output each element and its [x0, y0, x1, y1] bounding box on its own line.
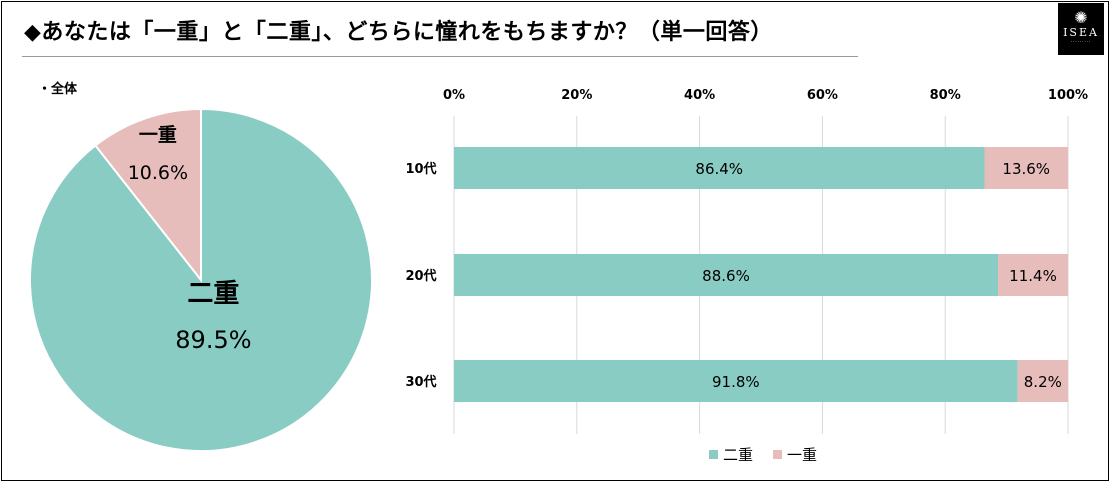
pie-slice — [94, 107, 202, 283]
x-tick-label: 60% — [807, 88, 838, 103]
pie-slice-label: 一重 — [139, 124, 177, 146]
title-underline — [22, 56, 858, 57]
legend-label: 一重 — [787, 446, 817, 464]
logo-subtext: ········· — [1070, 39, 1092, 44]
legend-label: 二重 — [723, 446, 753, 464]
bar-segment — [454, 254, 999, 296]
x-tick-label: 40% — [684, 88, 715, 103]
pie-slice-value: 10.6% — [128, 162, 188, 184]
category-label: 20代 — [405, 268, 436, 284]
pie-slice-label: 二重 — [187, 279, 239, 309]
page-title: ◆あなたは「一重」と「二重」、どちらに憧れをもちますか？（単一回答） — [24, 20, 773, 45]
legend-swatch — [709, 450, 718, 459]
bar-data-label: 13.6% — [1002, 160, 1050, 178]
bar-segment — [454, 360, 1018, 402]
x-tick-label: 0% — [443, 88, 465, 103]
bar-data-label: 11.4% — [1009, 267, 1057, 285]
x-tick-label: 100% — [1048, 88, 1088, 103]
logo-text: ISEA — [1063, 26, 1099, 39]
bar-segment — [454, 147, 985, 189]
bar-segment — [998, 254, 1068, 296]
legend-swatch — [773, 450, 782, 459]
bar-data-label: 86.4% — [695, 160, 743, 178]
bar-data-label: 91.8% — [712, 373, 760, 391]
pie-slice-value: 89.5% — [175, 326, 251, 354]
pie-chart-caption: ・全体 — [38, 82, 78, 97]
bar-data-label: 88.6% — [702, 267, 750, 285]
x-tick-label: 80% — [930, 88, 961, 103]
starburst-icon: ✺ — [1074, 8, 1088, 27]
bar-segment — [984, 147, 1068, 189]
category-label: 30代 — [405, 374, 436, 390]
x-tick-label: 20% — [561, 88, 592, 103]
category-label: 10代 — [405, 161, 436, 177]
bar-data-label: 8.2% — [1024, 373, 1062, 391]
bar-segment — [1017, 360, 1068, 402]
brand-logo: ✺ ISEA ········· — [1058, 3, 1104, 55]
